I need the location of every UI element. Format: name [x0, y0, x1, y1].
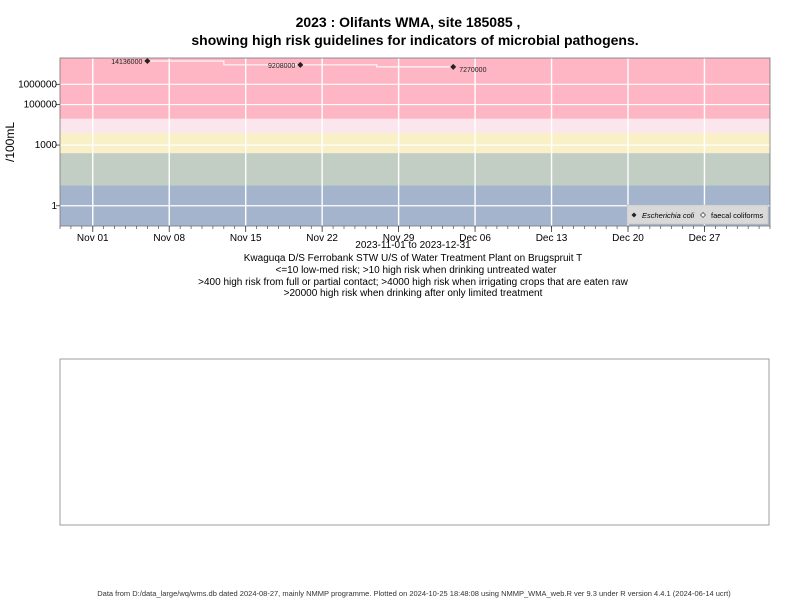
y-axis-ticks: 1 1000 100000 1000000 [18, 79, 60, 212]
caption-risk-line2: >400 high risk from full or partial cont… [198, 277, 628, 288]
chart-title-line2: showing high risk guidelines for indicat… [191, 32, 638, 48]
legend-marker-faecal-coliforms [700, 212, 706, 218]
data-labels: 14136000 9208000 7270000 [111, 59, 486, 74]
ecoli-point-2 [450, 63, 457, 70]
legend-marker-ecoli [631, 212, 637, 218]
x-tick-label-4: Nov 29 [383, 233, 415, 244]
risk-band-4 [60, 58, 770, 119]
ecoli-point-label-0: 14136000 [111, 59, 142, 66]
risk-band-2 [60, 132, 770, 154]
plot-area: 14136000 9208000 7270000 [59, 57, 771, 227]
gridlines [60, 58, 770, 226]
x-axis-ticks: Nov 01 Nov 08 Nov 15 Nov 22 Nov 29 Dec 06 Dec … [59, 226, 771, 244]
x-tick-label-0: Nov 01 [77, 233, 109, 244]
legend-label-faecal-coliforms: faecal coliforms [711, 211, 763, 220]
plot-border [59, 57, 771, 227]
legend-label-ecoli: Escherichia coli [642, 211, 694, 220]
risk-band-1 [60, 153, 770, 186]
x-tick-label-8: Dec 27 [689, 233, 721, 244]
y-axis-label: /100mL [3, 122, 17, 162]
ecoli-point-label-1: 9208000 [268, 63, 295, 70]
connector-lines [147, 60, 454, 68]
risk-band-3 [60, 118, 770, 133]
risk-bands [60, 58, 770, 226]
y-tick-label-2: 100000 [24, 100, 58, 111]
y-tick-label-1: 1000 [35, 140, 58, 151]
caption-risk-line3: >20000 high risk when drinking after onl… [284, 288, 543, 299]
x-tick-label-7: Dec 20 [612, 233, 644, 244]
legend-box [626, 204, 769, 225]
chart-title-line1: 2023 : Olifants WMA, site 185085 , [296, 14, 521, 30]
y-tick-label-0: 1 [51, 201, 57, 212]
caption-period: 2023-11-01 to 2023-12-31 [355, 240, 471, 251]
x-tick-label-3: Nov 22 [306, 233, 338, 244]
connector-line-1 [300, 64, 454, 68]
legend: Escherichia coli faecal coliforms [626, 204, 769, 225]
data-points [144, 58, 457, 70]
caption-risk-line1: <=10 low-med risk; >10 high risk when dr… [276, 265, 558, 276]
x-tick-label-6: Dec 13 [536, 233, 568, 244]
x-tick-label-2: Nov 15 [230, 233, 262, 244]
ecoli-point-0 [144, 58, 151, 65]
y-tick-label-3: 1000000 [18, 79, 57, 90]
x-tick-label-1: Nov 08 [153, 233, 185, 244]
footer-note: Data from D:/data_large/wq/wms.db dated … [97, 589, 731, 598]
caption-site-description: Kwaguqa D/S Ferrobank STW U/S of Water T… [244, 253, 582, 264]
empty-secondary-panel [59, 358, 770, 526]
connector-line-0 [147, 60, 301, 66]
ecoli-point-1 [297, 61, 304, 68]
ecoli-point-label-2: 7270000 [459, 67, 486, 74]
x-tick-label-5: Dec 06 [459, 233, 491, 244]
